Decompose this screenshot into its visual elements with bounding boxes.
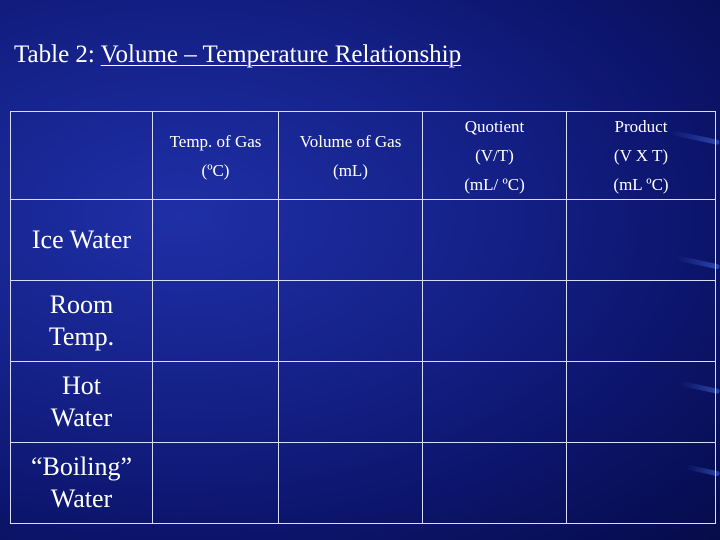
table-row: Ice Water — [10, 199, 716, 281]
slide-title: Table 2: Volume – Temperature Relationsh… — [14, 40, 461, 70]
table-row: Hot Water — [10, 361, 716, 443]
row-label-line: Room — [49, 290, 114, 319]
quotient-cell — [422, 361, 567, 443]
temp-cell — [152, 280, 279, 362]
row-label-line: Hot — [62, 371, 101, 400]
header-corner — [10, 111, 153, 200]
row-label-line: Water — [50, 484, 113, 513]
header-volume-unit: (mL) — [333, 160, 368, 180]
quotient-cell — [422, 280, 567, 362]
header-quotient-unit: (mL/ ºC) — [464, 175, 525, 194]
title-prefix: Table 2: — [14, 41, 101, 68]
product-cell — [566, 442, 716, 524]
row-label-room-temp: Room Temp. — [10, 280, 153, 362]
volume-cell — [278, 280, 423, 362]
quotient-cell — [422, 442, 567, 524]
row-label-ice-water: Ice Water — [10, 199, 153, 281]
table-header-row: Temp. of Gas (ºC) Volume of Gas (mL) Quo… — [10, 111, 716, 200]
table-row: Room Temp. — [10, 280, 716, 362]
volume-cell — [278, 199, 423, 281]
product-cell — [566, 280, 716, 362]
row-label-line: Ice Water — [31, 225, 132, 254]
quotient-cell — [422, 199, 567, 281]
temp-cell — [152, 199, 279, 281]
volume-cell — [278, 361, 423, 443]
header-product-formula: (V X T) — [613, 146, 669, 165]
header-volume-line: Volume of Gas — [299, 131, 402, 151]
row-label-line: Water — [50, 403, 113, 432]
volume-cell — [278, 442, 423, 524]
title-subject: Volume – Temperature Relationship — [100, 41, 462, 68]
product-cell — [566, 361, 716, 443]
header-temp: Temp. of Gas (ºC) — [152, 111, 279, 200]
header-quotient-formula: (V/T) — [475, 146, 514, 165]
header-quotient-line: Quotient — [464, 117, 525, 136]
row-label-boiling-water: “Boiling” Water — [10, 442, 153, 524]
table-row: “Boiling” Water — [10, 442, 716, 524]
temp-cell — [152, 442, 279, 524]
header-temp-line: Temp. of Gas — [169, 131, 262, 151]
header-quotient: Quotient (V/T) (mL/ ºC) — [422, 111, 567, 200]
product-cell — [566, 199, 716, 281]
header-temp-unit: (ºC) — [201, 160, 230, 180]
row-label-line: Temp. — [48, 322, 115, 351]
row-label-hot-water: Hot Water — [10, 361, 153, 443]
row-label-line: “Boiling” — [30, 452, 133, 481]
header-product: Product (V X T) (mL ºC) — [566, 111, 716, 200]
temp-cell — [152, 361, 279, 443]
header-product-line: Product — [614, 117, 668, 136]
volume-temperature-table: Temp. of Gas (ºC) Volume of Gas (mL) Quo… — [10, 111, 716, 524]
header-product-unit: (mL ºC) — [613, 175, 669, 194]
header-volume: Volume of Gas (mL) — [278, 111, 423, 200]
